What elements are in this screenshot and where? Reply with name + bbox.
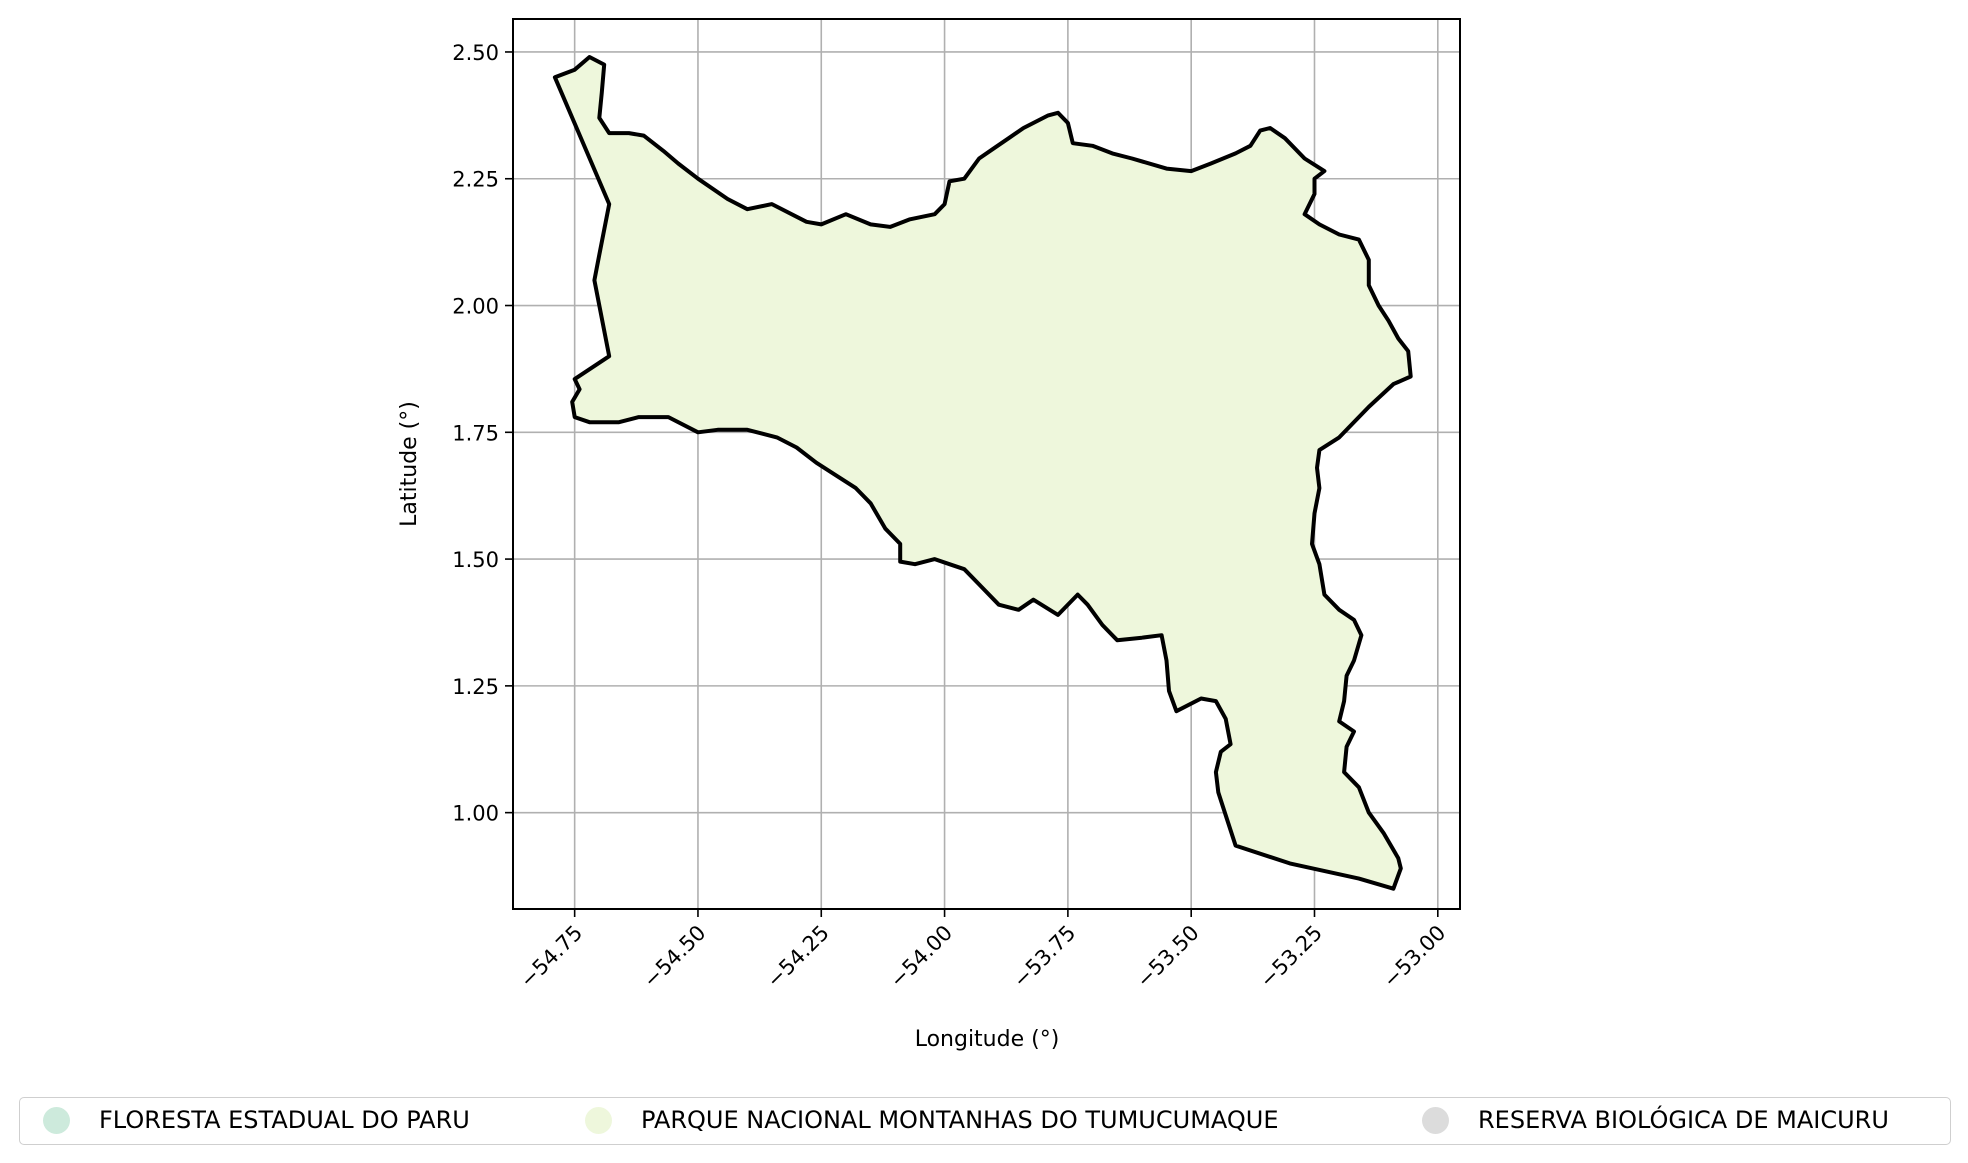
x-tick-label: −54.00 (885, 921, 957, 993)
y-tick-label: 2.25 (452, 168, 499, 192)
x-tick-label: −54.75 (515, 921, 587, 993)
legend-label: PARQUE NACIONAL MONTANHAS DO TUMUCUMAQUE (641, 1106, 1279, 1134)
legend-label: FLORESTA ESTADUAL DO PARU (99, 1106, 470, 1134)
y-tick-label: 1.00 (452, 802, 499, 826)
y-axis-ticks: 1.00 1.25 1.50 1.75 2.00 2.25 2.50 (452, 41, 513, 826)
legend-marker (1422, 1106, 1449, 1134)
x-tick-label: −53.25 (1255, 921, 1327, 993)
protected-area-polygon (552, 55, 1413, 891)
legend-item: FLORESTA ESTADUAL DO PARU (43, 1106, 470, 1134)
legend-label: RESERVA BIOLÓGICA DE MAICURU (1478, 1106, 1889, 1134)
x-axis-ticks: −54.75 −54.50 −54.25 −54.00 −53.75 −53.50 −53.… (515, 909, 1450, 992)
legend-marker (43, 1106, 70, 1134)
y-tick-label: 1.25 (452, 675, 499, 699)
y-tick-label: 1.50 (452, 548, 499, 572)
y-axis-label: Latitude (°) (397, 401, 422, 527)
legend-item: RESERVA BIOLÓGICA DE MAICURU (1422, 1106, 1889, 1134)
x-tick-label: −54.25 (762, 921, 834, 993)
x-tick-label: −54.50 (639, 921, 711, 993)
legend: FLORESTA ESTADUAL DO PARU PARQUE NACIONAL… (19, 1097, 1951, 1145)
map-shapes (552, 55, 1413, 891)
axes-frame (512, 18, 1461, 910)
x-tick-label: −53.75 (1008, 921, 1080, 993)
x-axis-label: Longitude (°) (915, 1027, 1060, 1052)
legend-item: PARQUE NACIONAL MONTANHAS DO TUMUCUMAQUE (585, 1106, 1279, 1134)
x-tick-label: −53.00 (1378, 921, 1450, 993)
legend-marker (585, 1106, 612, 1134)
x-tick-label: −53.50 (1132, 921, 1204, 993)
y-tick-label: 1.75 (452, 421, 499, 445)
y-tick-label: 2.50 (452, 41, 499, 65)
y-tick-label: 2.00 (452, 295, 499, 319)
